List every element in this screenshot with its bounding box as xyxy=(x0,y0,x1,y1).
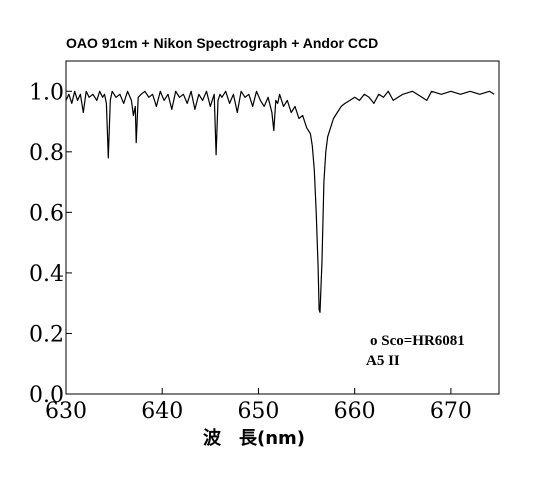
x-tick-label: 630 xyxy=(45,399,87,424)
x-tick-label: 660 xyxy=(334,399,376,424)
x-axis-label: 波 長(nm) xyxy=(203,427,305,449)
x-tick-label: 640 xyxy=(141,399,183,424)
y-axis: 0.0 0.2 0.4 0.6 0.8 1.0 xyxy=(29,80,72,408)
y-tick-label: 1.0 xyxy=(29,80,64,105)
plot-frame xyxy=(65,60,500,395)
y-tick-label: 0.6 xyxy=(29,201,64,226)
x-tick-label: 650 xyxy=(237,399,279,424)
y-tick-label: 0.0 xyxy=(29,383,64,408)
star-name-annotation: o Sco=HR6081 xyxy=(370,333,465,349)
y-tick-label: 0.4 xyxy=(29,262,64,287)
x-axis: 630 640 650 660 670 xyxy=(45,388,472,424)
chart-title: OAO 91cm + Nikon Spectrograph + Andor CC… xyxy=(66,35,378,51)
x-tick-label: 670 xyxy=(430,399,472,424)
spectrum-line xyxy=(65,90,495,313)
y-tick-label: 0.2 xyxy=(29,322,64,347)
y-tick-label: 0.8 xyxy=(29,141,64,166)
spectral-type-annotation: A5 II xyxy=(366,353,400,369)
